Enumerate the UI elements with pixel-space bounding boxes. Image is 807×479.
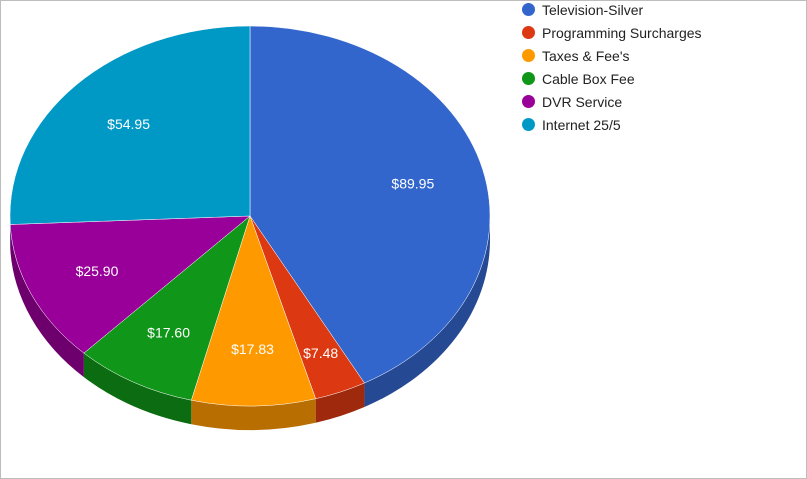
legend-item-programming-surcharges[interactable]: Programming Surcharges [522, 21, 702, 44]
pie-slice-5[interactable] [9, 25, 251, 225]
legend-label: Taxes & Fee's [542, 47, 630, 64]
pie-side-2 [191, 398, 316, 430]
pie-top-faces [9, 25, 491, 407]
pie-side-0 [364, 216, 490, 408]
legend-label: Cable Box Fee [542, 70, 635, 87]
pie-side-1 [315, 383, 365, 423]
slice-value-label: $54.95 [107, 116, 150, 132]
legend-swatch-icon [522, 3, 535, 16]
legend-swatch-icon [522, 118, 535, 131]
legend-swatch-icon [522, 95, 535, 108]
legend-label: Programming Surcharges [542, 24, 702, 41]
slice-value-label: $7.48 [303, 345, 338, 361]
legend-swatch-icon [522, 26, 535, 39]
pie-slice-3[interactable] [83, 215, 251, 401]
slice-value-label: $17.60 [147, 324, 190, 340]
slice-value-label: $25.90 [76, 263, 119, 279]
pie-slice-0[interactable] [249, 25, 491, 384]
legend-label: Internet 25/5 [542, 116, 621, 133]
pie-slice-2[interactable] [190, 215, 316, 407]
legend-swatch-icon [522, 72, 535, 85]
pie-side-4 [10, 224, 84, 378]
slice-value-label: $17.83 [231, 341, 274, 357]
legend-item-dvr-service[interactable]: DVR Service [522, 90, 702, 113]
chart-legend: Television-Silver Programming Surcharges… [522, 1, 702, 136]
legend-item-taxes-fees[interactable]: Taxes & Fee's [522, 44, 702, 67]
slice-value-label: $89.95 [391, 175, 434, 191]
legend-item-internet-25-5[interactable]: Internet 25/5 [522, 113, 702, 136]
legend-label: DVR Service [542, 93, 623, 110]
legend-label: Television-Silver [542, 1, 644, 18]
pie-slice-4[interactable] [9, 215, 251, 354]
pie-value-labels: $89.95 $7.48 $17.83 $17.60 $25.90 $54.95 [76, 116, 435, 361]
legend-swatch-icon [522, 49, 535, 62]
legend-item-cable-box-fee[interactable]: Cable Box Fee [522, 67, 702, 90]
legend-item-television-silver[interactable]: Television-Silver [522, 1, 702, 21]
